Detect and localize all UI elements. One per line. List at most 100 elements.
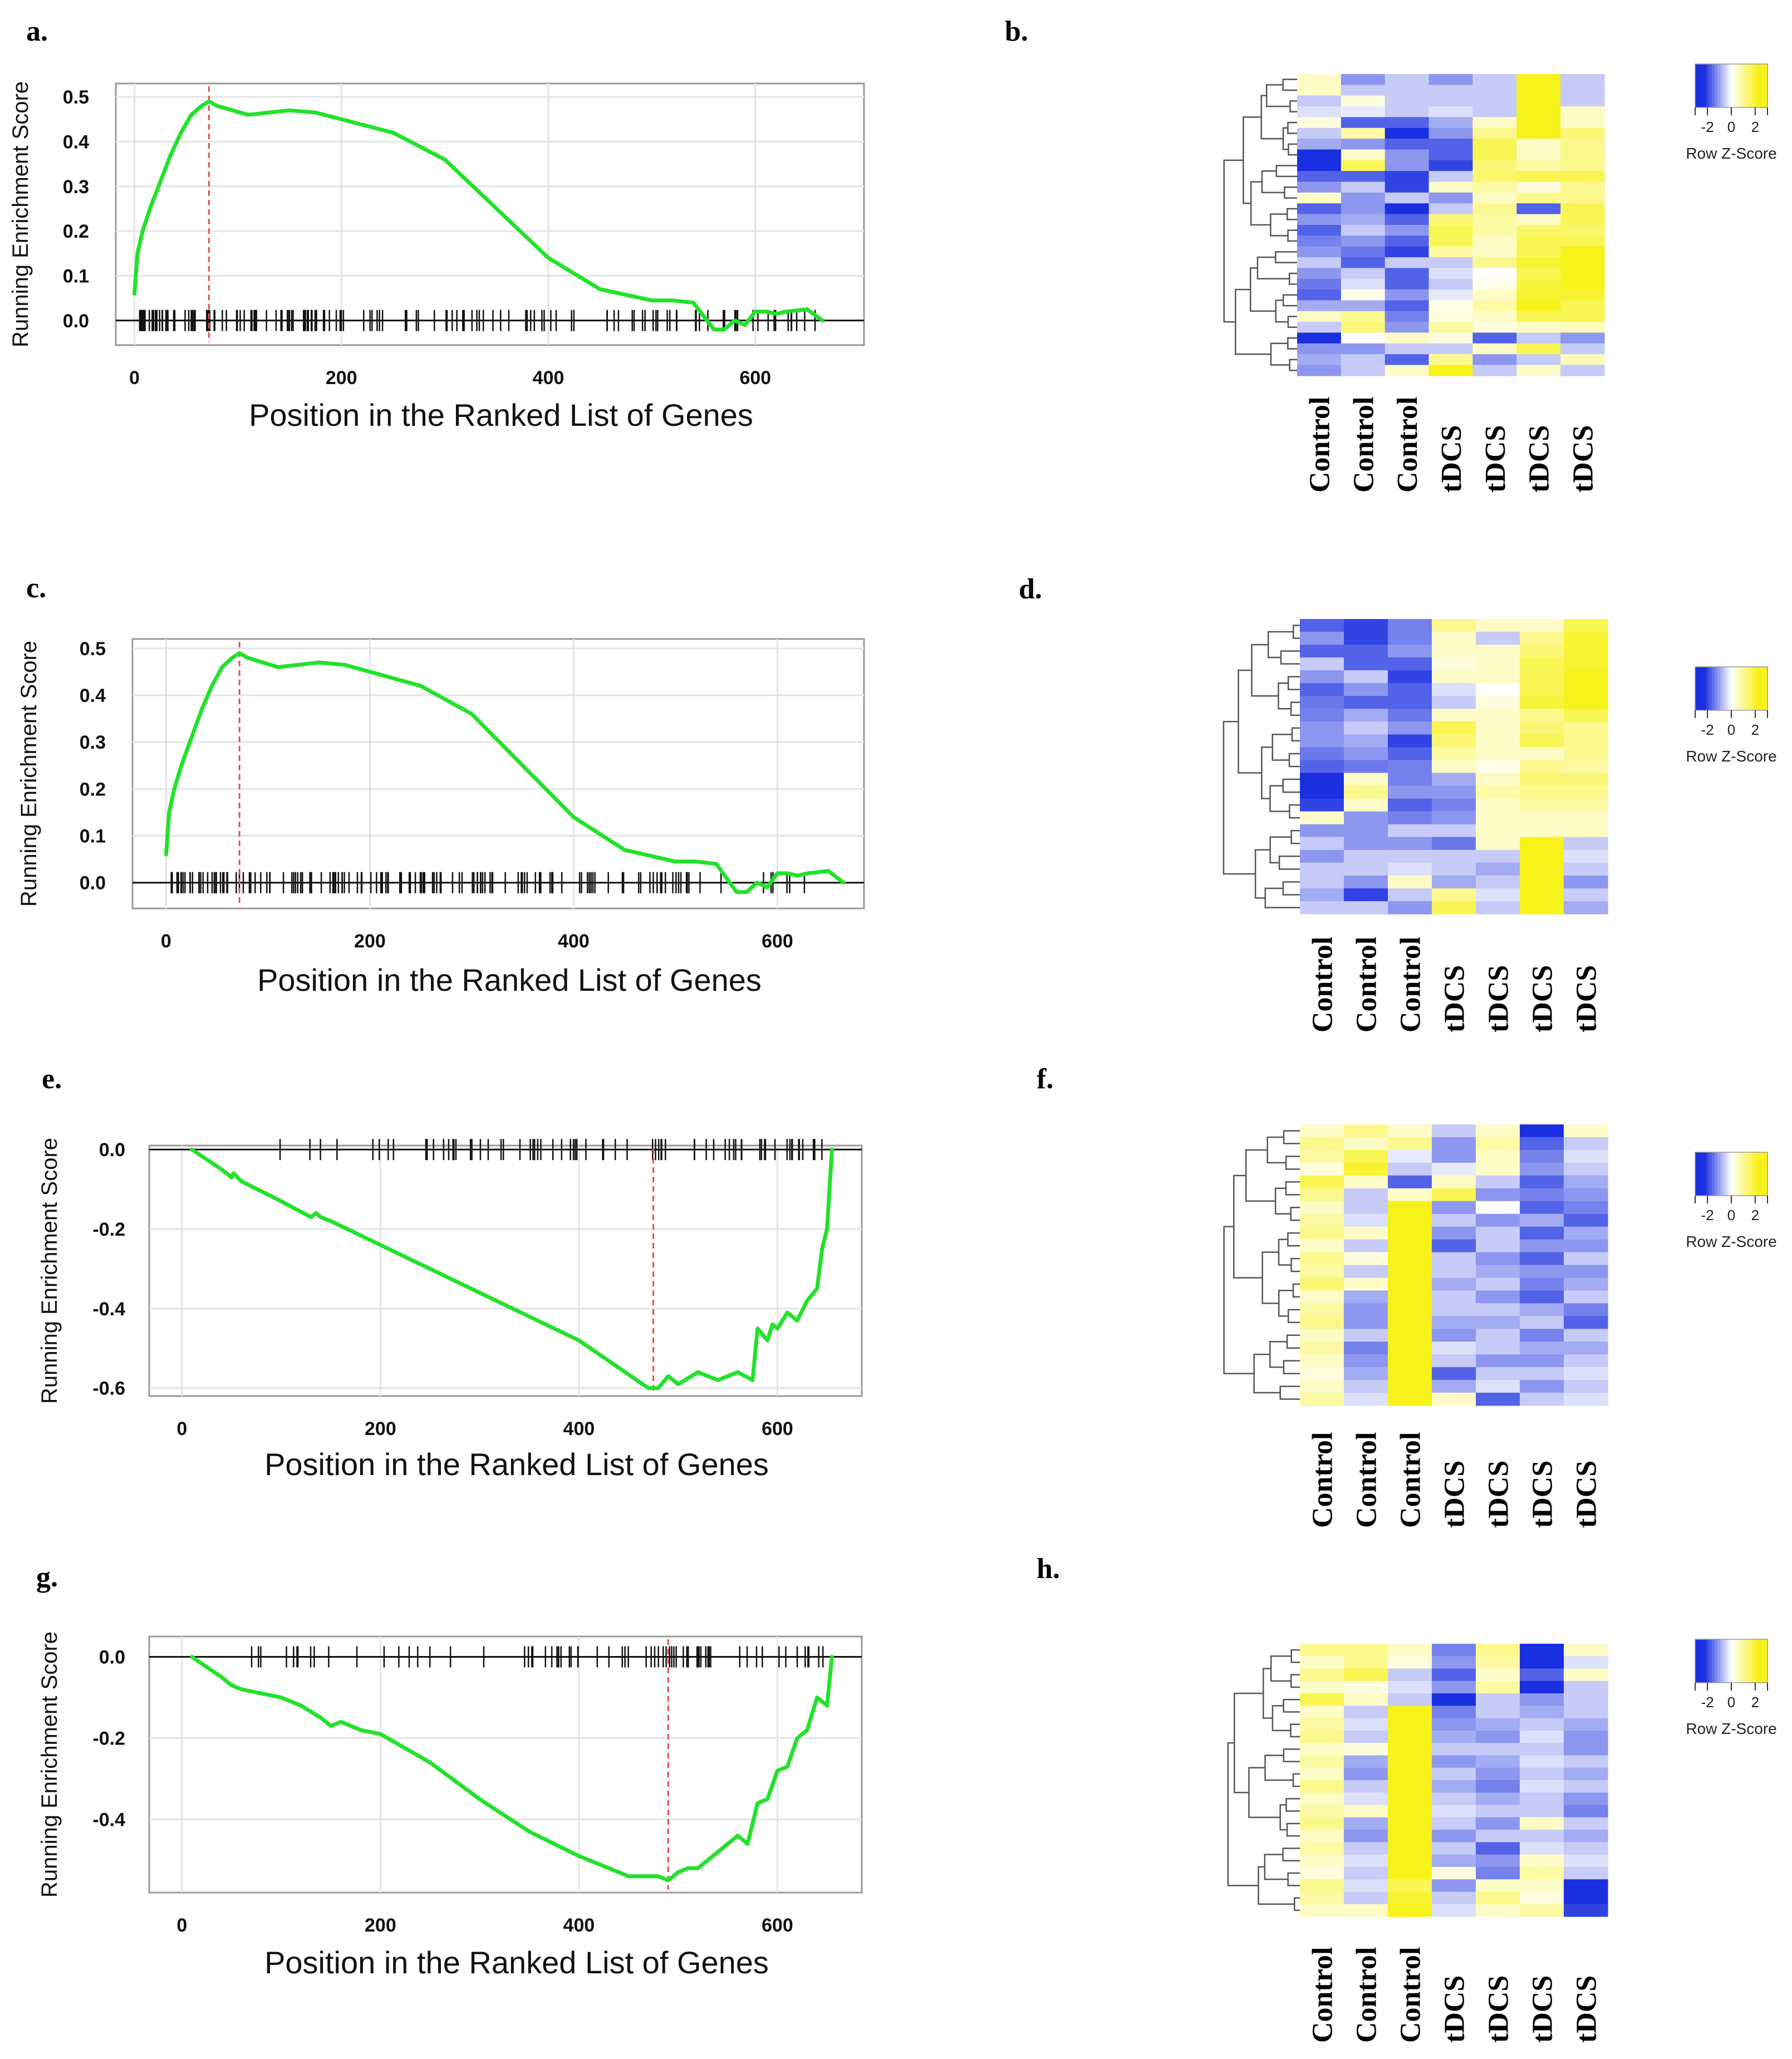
heatmap-cell	[1520, 632, 1564, 645]
heatmap-cell	[1432, 1805, 1476, 1818]
heatmap-cell	[1384, 225, 1430, 236]
heatmap-cell	[1300, 1668, 1344, 1682]
heatmap-cell	[1344, 1656, 1388, 1669]
dendrogram-branch	[1282, 127, 1289, 150]
heatmap-cell	[1520, 1213, 1564, 1227]
heatmap-cell	[1300, 849, 1344, 863]
heatmap-cell	[1516, 127, 1561, 139]
dendrogram-branch	[1288, 143, 1297, 156]
color-key-swatch	[1745, 667, 1749, 710]
color-key: -2 0 2 Row Z-Score	[1686, 1639, 1777, 1737]
heatmap-cell	[1520, 1175, 1564, 1189]
dendrogram-branch	[1243, 116, 1261, 204]
data-point	[666, 1878, 670, 1883]
heatmap-cell	[1344, 1891, 1388, 1905]
heatmap-cell	[1520, 849, 1564, 863]
heatmap-cell	[1388, 1830, 1432, 1842]
heatmap-cell	[1432, 1755, 1476, 1768]
heatmap-cell	[1432, 760, 1476, 774]
heatmap-cell	[1344, 901, 1388, 915]
heatmap-cell	[1520, 1904, 1564, 1917]
heatmap-h: Control Control Control tDCS tDCS tDCS tDCS -2 0…	[1227, 1639, 1777, 2043]
heatmap-cell	[1341, 139, 1386, 150]
data-point	[735, 1370, 740, 1374]
heatmap-cell	[1564, 1817, 1608, 1830]
heatmap-cell	[1388, 696, 1432, 709]
heatmap-cell	[1344, 1668, 1388, 1682]
heatmap-cell	[1297, 354, 1342, 366]
color-key-swatch	[1742, 1639, 1746, 1683]
heatmap-cell	[1432, 798, 1476, 812]
data-point	[135, 251, 140, 255]
heatmap-cell	[1341, 149, 1386, 161]
data-point	[207, 99, 211, 104]
heatmap-cell	[1476, 747, 1520, 760]
dendrogram-branch	[1251, 643, 1279, 697]
y-axis-title: Running Enrichment Score	[8, 81, 33, 347]
dendrogram-branch	[1287, 1232, 1300, 1247]
color-key-swatch	[1698, 64, 1701, 107]
x-tick-label: 0	[129, 367, 140, 389]
dendrogram-branch	[1284, 186, 1297, 199]
dendrogram-branch	[1279, 1804, 1288, 1831]
heatmap-cell	[1476, 811, 1520, 825]
heatmap-cell	[1520, 1341, 1564, 1355]
heatmap-cell	[1564, 1706, 1608, 1719]
gsea-plot-g: 0 200 400 600 0.0 -0.2 -0.4 Position in the Ran…	[37, 1632, 863, 1980]
heatmap-cell	[1344, 683, 1388, 696]
heatmap-cell	[1564, 1693, 1608, 1706]
dendrogram-branch	[1275, 251, 1297, 263]
heatmap-cell	[1472, 322, 1517, 333]
heatmap-cell	[1344, 1830, 1388, 1842]
heatmap-cell	[1388, 1730, 1432, 1743]
data-point	[276, 665, 281, 670]
column-label: tDCS	[1483, 965, 1515, 1033]
heatmap-cell	[1384, 74, 1430, 85]
dendrogram-branch	[1290, 1649, 1300, 1663]
heatmap-cell	[1516, 365, 1561, 376]
heatmap-cell	[1520, 709, 1564, 722]
color-key-swatch	[1729, 1639, 1732, 1683]
x-tick-label: 0	[176, 1418, 187, 1439]
heatmap-cell	[1520, 1162, 1564, 1176]
color-key-swatch	[1731, 667, 1735, 710]
heatmap-cell	[1476, 670, 1520, 684]
heatmap-cell	[1344, 1239, 1388, 1253]
color-key-swatch	[1712, 1152, 1715, 1196]
data-point	[785, 871, 790, 876]
heatmap-cell	[1516, 268, 1561, 279]
heatmap-cell	[1388, 1226, 1432, 1240]
heatmap-cell	[1476, 1188, 1520, 1202]
x-tick-label: 200	[365, 1418, 396, 1439]
data-point	[219, 1675, 224, 1679]
dendrogram-branch	[1290, 1206, 1300, 1221]
color-key-swatch	[1762, 1639, 1765, 1683]
color-key-swatch	[1706, 64, 1710, 107]
heatmap-cell	[1520, 1706, 1564, 1719]
heatmap-cell	[1432, 1780, 1476, 1793]
panel-letter-g: g.	[36, 1561, 58, 1593]
heatmap-cell	[1516, 311, 1561, 322]
heatmap-cell	[1564, 1644, 1608, 1657]
heatmap-cell	[1520, 1367, 1564, 1380]
heatmap-cell	[1341, 181, 1386, 193]
heatmap-cell	[1388, 1780, 1432, 1793]
dendrogram-branch	[1290, 701, 1300, 716]
color-key-swatch	[1734, 1152, 1737, 1196]
color-key-swatch	[1765, 667, 1768, 710]
data-point	[199, 707, 204, 711]
heatmap-cell	[1388, 1706, 1432, 1719]
color-key-swatch	[1754, 1639, 1757, 1683]
dendrogram-branch	[1238, 669, 1262, 774]
heatmap-cell	[1300, 1755, 1344, 1768]
heatmap-cell	[1341, 214, 1386, 225]
heatmap-cell	[1476, 824, 1520, 838]
heatmap-cell	[1564, 1904, 1608, 1917]
y-tick-label: -0.4	[92, 1299, 125, 1320]
data-point	[219, 1167, 224, 1172]
data-point	[820, 1247, 824, 1251]
heatmap-cell	[1564, 875, 1608, 889]
heatmap-cell	[1520, 798, 1564, 812]
dendrogram-branch	[1250, 181, 1271, 226]
x-axis-title: Position in the Ranked List of Genes	[264, 1945, 769, 1980]
